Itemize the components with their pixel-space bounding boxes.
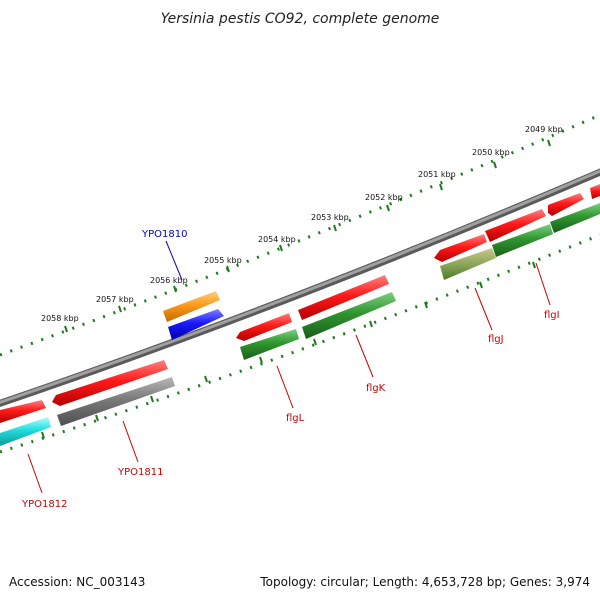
- tick-2050: [493, 161, 497, 169]
- ruler-label-2052: 2052 kbp: [365, 193, 403, 202]
- tick-2049: [547, 139, 551, 147]
- tick-2052: [386, 204, 390, 212]
- leader-YPO1811: [122, 420, 139, 463]
- inner-tick-7: [204, 375, 208, 383]
- gene-arrow-red-3[interactable]: [434, 234, 487, 262]
- tick-2056: [173, 285, 177, 293]
- gene-arrow-red-6[interactable]: [52, 360, 168, 406]
- gene-arrow-flgI-forward[interactable]: [548, 193, 584, 216]
- gene-arrow-grey-YPO1811[interactable]: [57, 377, 175, 426]
- leader-flgL: [276, 365, 294, 409]
- gene-arrow-green-2[interactable]: [492, 224, 553, 257]
- gene-arrow-orange[interactable]: [163, 291, 220, 322]
- ruler-labels: 2049 kbp 2050 kbp 2051 kbp 2052 kbp 2053…: [41, 125, 563, 323]
- inner-tick-2: [479, 281, 483, 289]
- inner-tick-6: [259, 356, 263, 364]
- ruler-label-2058: 2058 kbp: [41, 314, 79, 323]
- tick-2051: [439, 183, 443, 191]
- ruler-label-2054: 2054 kbp: [258, 235, 296, 244]
- gene-arrow-red-7[interactable]: [0, 400, 46, 423]
- ruler-label-2049: 2049 kbp: [525, 125, 563, 134]
- ruler-label-2051: 2051 kbp: [418, 170, 456, 179]
- gene-label-flgI[interactable]: flgI: [544, 310, 560, 321]
- leader-YPO1812: [27, 453, 43, 494]
- accession-text: Accession: NC_003143: [9, 575, 145, 589]
- tick-2054: [279, 244, 283, 252]
- inner-tick-3: [424, 301, 428, 309]
- gene-arrow-green-1[interactable]: [550, 203, 600, 233]
- leader-flgI: [535, 262, 551, 306]
- gene-label-YPO1810[interactable]: YPO1810: [141, 229, 187, 240]
- ruler-label-2053: 2053 kbp: [311, 213, 349, 222]
- inner-tick-1: [532, 261, 536, 269]
- gene-label-flgL[interactable]: flgL: [286, 413, 305, 424]
- inner-tick-10: [41, 431, 45, 439]
- tick-2055: [226, 265, 230, 273]
- gene-arrow-green-3[interactable]: [302, 292, 396, 339]
- gene-label-flgK[interactable]: flgK: [366, 383, 386, 394]
- inner-major-ticks: [41, 261, 536, 439]
- ruler-label-2057: 2057 kbp: [96, 295, 134, 304]
- gene-arrow-cyan-YPO1812[interactable]: [0, 417, 51, 446]
- tick-2053: [333, 224, 337, 232]
- leader-flgJ: [474, 287, 493, 331]
- genome-backbone: [0, 169, 600, 404]
- gene-arrow-red-4[interactable]: [298, 275, 389, 320]
- outer-ruler: [0, 113, 600, 357]
- leader-flgK: [355, 334, 374, 378]
- genome-summary-text: Topology: circular; Length: 4,653,728 bp…: [259, 575, 590, 589]
- tick-2057: [118, 305, 122, 313]
- gene-label-flgJ[interactable]: flgJ: [488, 334, 504, 345]
- gene-arrow-olive[interactable]: [440, 248, 496, 280]
- ruler-label-2055: 2055 kbp: [204, 256, 242, 265]
- outer-major-ticks: [64, 139, 551, 333]
- inner-tick-4: [369, 320, 373, 328]
- gene-arrow-red-edge[interactable]: [590, 184, 600, 199]
- gene-labels: flgI flgJ flgK flgL YPO1810 YPO1811 YPO1…: [21, 229, 560, 510]
- inner-tick-8: [150, 395, 154, 403]
- gene-arrow-green-4[interactable]: [240, 329, 299, 360]
- tick-2058: [64, 325, 68, 333]
- ruler-label-2050: 2050 kbp: [472, 148, 510, 157]
- gene-leader-lines: [27, 240, 551, 494]
- gene-arrow-red-2[interactable]: [485, 209, 546, 242]
- gene-arrow-blue-YPO1810[interactable]: [168, 309, 224, 340]
- inner-tick-9: [95, 414, 99, 422]
- inner-tick-5: [313, 338, 317, 346]
- gene-label-YPO1811[interactable]: YPO1811: [117, 467, 163, 478]
- gene-label-YPO1812[interactable]: YPO1812: [21, 499, 67, 510]
- gene-arrow-red-5[interactable]: [236, 313, 292, 341]
- ruler-label-2056: 2056 kbp: [150, 276, 188, 285]
- map-title: Yersinia pestis CO92, complete genome: [161, 11, 440, 27]
- leader-YPO1810: [165, 240, 183, 281]
